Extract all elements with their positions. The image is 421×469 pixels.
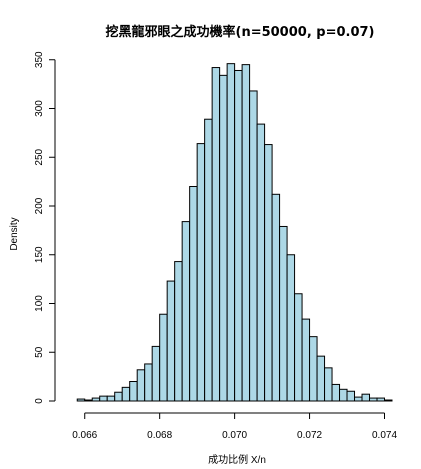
histogram-bar — [136, 369, 146, 402]
histogram-bar — [271, 193, 281, 402]
histogram-bar — [354, 396, 363, 402]
histogram-bar — [151, 345, 161, 402]
histogram-bar — [234, 69, 243, 402]
x-axis-ticks: 0.066 0.068 0.070 0.072 0.074 — [72, 413, 397, 441]
histogram-bar — [189, 186, 198, 402]
histogram-bar — [204, 118, 213, 402]
histogram-bar — [294, 293, 303, 402]
histogram-bar — [369, 397, 378, 402]
histogram-bar — [331, 383, 341, 402]
histogram-bar — [219, 74, 228, 402]
y-tick-label: 100 — [34, 295, 45, 312]
histogram-bar — [376, 397, 386, 402]
histogram-bar — [99, 395, 108, 402]
y-axis-ticks: 0 50 100 150 200 250 300 350 — [34, 51, 55, 404]
histogram-bar — [166, 280, 176, 402]
histogram-bar — [309, 336, 318, 402]
x-axis-label: 成功比例 X/n — [208, 453, 266, 466]
chart-title: 挖黑龍邪眼之成功機率(n=50000, p=0.07) — [106, 24, 375, 40]
y-tick-label: 350 — [34, 51, 45, 68]
x-tick-label: 0.074 — [372, 430, 397, 441]
histogram-bar — [144, 363, 153, 402]
x-tick-label: 0.066 — [72, 430, 97, 441]
histogram-bar — [339, 388, 348, 402]
histogram-bar — [91, 397, 101, 402]
histogram-bar — [159, 313, 168, 402]
histogram-bar — [346, 390, 356, 402]
histogram-bar — [384, 399, 393, 402]
histogram-bar — [286, 254, 296, 402]
histogram-bar — [76, 398, 86, 402]
histogram-bar — [301, 318, 311, 402]
y-axis-label: Density — [9, 217, 20, 250]
histogram-bar — [226, 63, 236, 402]
histogram-bar — [249, 90, 258, 402]
histogram-bar — [129, 381, 138, 402]
histogram-bars — [76, 63, 393, 402]
histogram-bar — [361, 393, 371, 402]
y-tick-label: 50 — [34, 346, 45, 358]
y-tick-label: 0 — [34, 398, 45, 404]
histogram-bar — [316, 355, 326, 402]
y-tick-label: 250 — [34, 148, 45, 165]
y-tick-label: 200 — [34, 197, 45, 214]
histogram-bar — [264, 144, 273, 402]
histogram-bar — [211, 67, 221, 402]
histogram-bar — [279, 225, 288, 402]
histogram-bar — [241, 64, 251, 402]
histogram-bar — [121, 386, 131, 402]
y-tick-label: 300 — [34, 100, 45, 117]
histogram-bar — [256, 123, 266, 402]
histogram-bar — [174, 261, 183, 402]
histogram-bar — [181, 221, 191, 402]
x-tick-label: 0.072 — [297, 430, 322, 441]
y-tick-label: 150 — [34, 246, 45, 263]
x-tick-label: 0.070 — [222, 430, 247, 441]
x-tick-label: 0.068 — [147, 430, 172, 441]
histogram-bar — [324, 367, 333, 402]
histogram-bar — [114, 391, 123, 402]
histogram-bar — [84, 399, 93, 402]
histogram-bar — [106, 395, 116, 402]
histogram-bar — [196, 143, 206, 402]
